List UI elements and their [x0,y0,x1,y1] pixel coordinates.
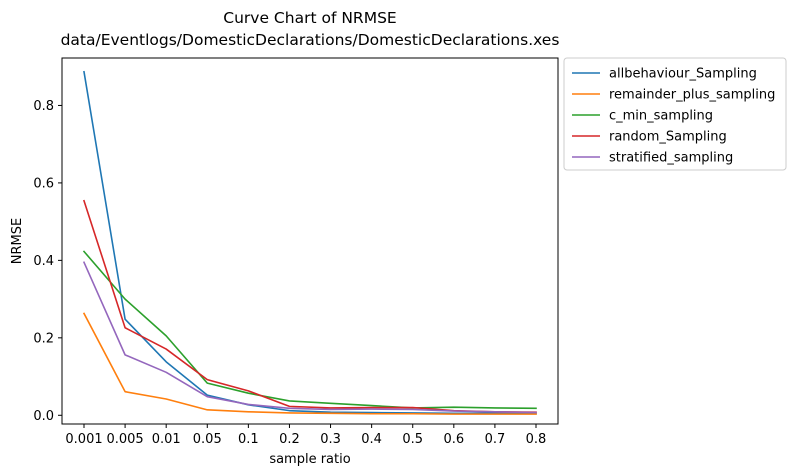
y-tick-label: 0.6 [33,176,54,191]
legend: allbehaviour_Sampling remainder_plus_samp… [563,57,787,171]
legend-label: remainder_plus_sampling [609,88,775,103]
y-ticks: 0.0 0.2 0.4 0.6 0.8 [33,99,62,424]
x-tick-label: 0.3 [320,432,341,447]
legend-label: c_min_sampling [609,109,713,124]
x-tick-label: 0.1 [238,432,259,447]
x-tick-label: 0.01 [152,432,181,447]
x-tick-label: 0.001 [65,432,102,447]
x-tick-label: 0.5 [402,432,423,447]
x-tick-label: 0.6 [443,432,464,447]
x-tick-label: 0.7 [485,432,506,447]
y-tick-label: 0.2 [33,331,54,346]
legend-box [563,57,787,171]
y-tick-label: 0.8 [33,99,54,114]
legend-label: stratified_sampling [609,151,733,166]
x-tick-label: 0.2 [279,432,300,447]
chart-title: Curve Chart of NRMSE [223,9,396,27]
plot-frame [61,57,559,425]
y-tick-label: 0.0 [33,409,54,424]
series-lines [82,70,537,415]
legend-label: random_Sampling [609,130,727,145]
x-tick-label: 0.4 [361,432,382,447]
y-axis-label: NRMSE [10,218,25,264]
x-ticks: 0.001 0.005 0.01 0.05 0.1 0.2 0.3 0.4 0.5 0.6 0.7 0… [65,424,546,447]
legend-label: allbehaviour_Sampling [609,67,757,82]
y-tick-label: 0.4 [33,254,54,269]
x-tick-label: 0.8 [526,432,547,447]
x-tick-label: 0.05 [193,432,222,447]
series-line-stratified-sampling [82,261,537,414]
chart-subtitle: data/Eventlogs/DomesticDeclarations/Dome… [61,31,560,49]
series-line-c-min-sampling [82,250,537,410]
plot-area [62,58,558,424]
series-line-remainder-plus-sampling [82,312,537,415]
x-tick-label: 0.005 [106,432,143,447]
x-axis-label: sample ratio [269,452,350,467]
